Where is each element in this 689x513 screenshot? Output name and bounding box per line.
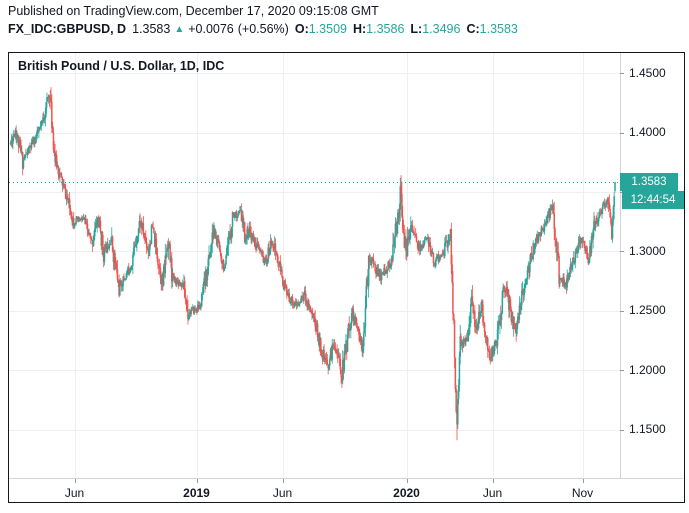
- ohlc-label: O:: [294, 22, 309, 36]
- time-axis-label: 2019: [183, 486, 210, 500]
- price-axis-label: 1.1500: [629, 422, 666, 437]
- chart-widget: British Pound / U.S. Dollar, 1D, IDC 1.4…: [8, 52, 685, 503]
- time-axis-tick: [406, 479, 408, 483]
- price-axis-tick: [620, 310, 624, 312]
- ohlc-value: 1.3496: [422, 22, 461, 36]
- ohlc-value: 1.3509: [308, 22, 347, 36]
- time-axis-label: Nov: [571, 486, 594, 500]
- time-axis-label: 2020: [393, 486, 420, 500]
- symbol-readout: FX_IDC:GBPUSD, D 1.3583 ▲ +0.0076 (+0.56…: [8, 22, 518, 36]
- last-price-badge: 1.3583: [620, 173, 678, 192]
- price-axis-label: 1.4500: [629, 65, 666, 80]
- time-axis-tick: [74, 479, 76, 483]
- symbol-label: FX_IDC:GBPUSD, D: [8, 22, 127, 36]
- ohlc-value: 1.3583: [479, 22, 518, 36]
- price-axis-label: 1.4000: [629, 125, 666, 140]
- change-pct: (+0.56%): [237, 22, 289, 36]
- ohlc-label: H:: [352, 22, 367, 36]
- price-axis-label: 1.3000: [629, 243, 666, 258]
- time-axis-label: Jun: [64, 486, 85, 500]
- up-triangle-icon: ▲: [174, 23, 185, 35]
- time-axis-tick: [492, 479, 494, 483]
- candlestick-canvas[interactable]: [9, 53, 620, 478]
- price-axis-tick: [620, 429, 624, 431]
- ohlc-label: L:: [410, 22, 423, 36]
- change-abs: +0.0076: [188, 22, 234, 36]
- price-axis-tick: [620, 370, 624, 372]
- price-axis-separator: [620, 53, 621, 478]
- time-axis-label: Jun: [482, 486, 503, 500]
- price-axis-label: 1.2000: [629, 362, 666, 377]
- price-axis-tick: [620, 73, 624, 75]
- ohlc-value: 1.3586: [366, 22, 405, 36]
- price-axis-tick: [620, 132, 624, 134]
- countdown-badge: 12:44:54: [622, 191, 684, 210]
- chart-title: British Pound / U.S. Dollar, 1D, IDC: [18, 59, 225, 73]
- ohlc-label: C:: [466, 22, 480, 36]
- time-axis: Jun 2019 Jun 2020 Jun Nov: [9, 479, 683, 503]
- time-axis-separator: [9, 478, 683, 479]
- price-axis-label: 1.2500: [629, 303, 666, 318]
- price-axis-tick: [620, 251, 624, 253]
- time-axis-tick: [582, 479, 584, 483]
- last-price: 1.3583: [132, 22, 171, 36]
- time-axis-label: Jun: [272, 486, 293, 500]
- time-axis-tick: [282, 479, 284, 483]
- time-axis-tick: [196, 479, 198, 483]
- ohlc-readout: O:1.3509 H:1.3586 L:1.3496 C:1.3583: [289, 22, 518, 36]
- price-axis: 1.45001.40001.35001.30001.25001.20001.15…: [620, 53, 683, 478]
- published-line: Published on TradingView.com, December 1…: [8, 4, 379, 18]
